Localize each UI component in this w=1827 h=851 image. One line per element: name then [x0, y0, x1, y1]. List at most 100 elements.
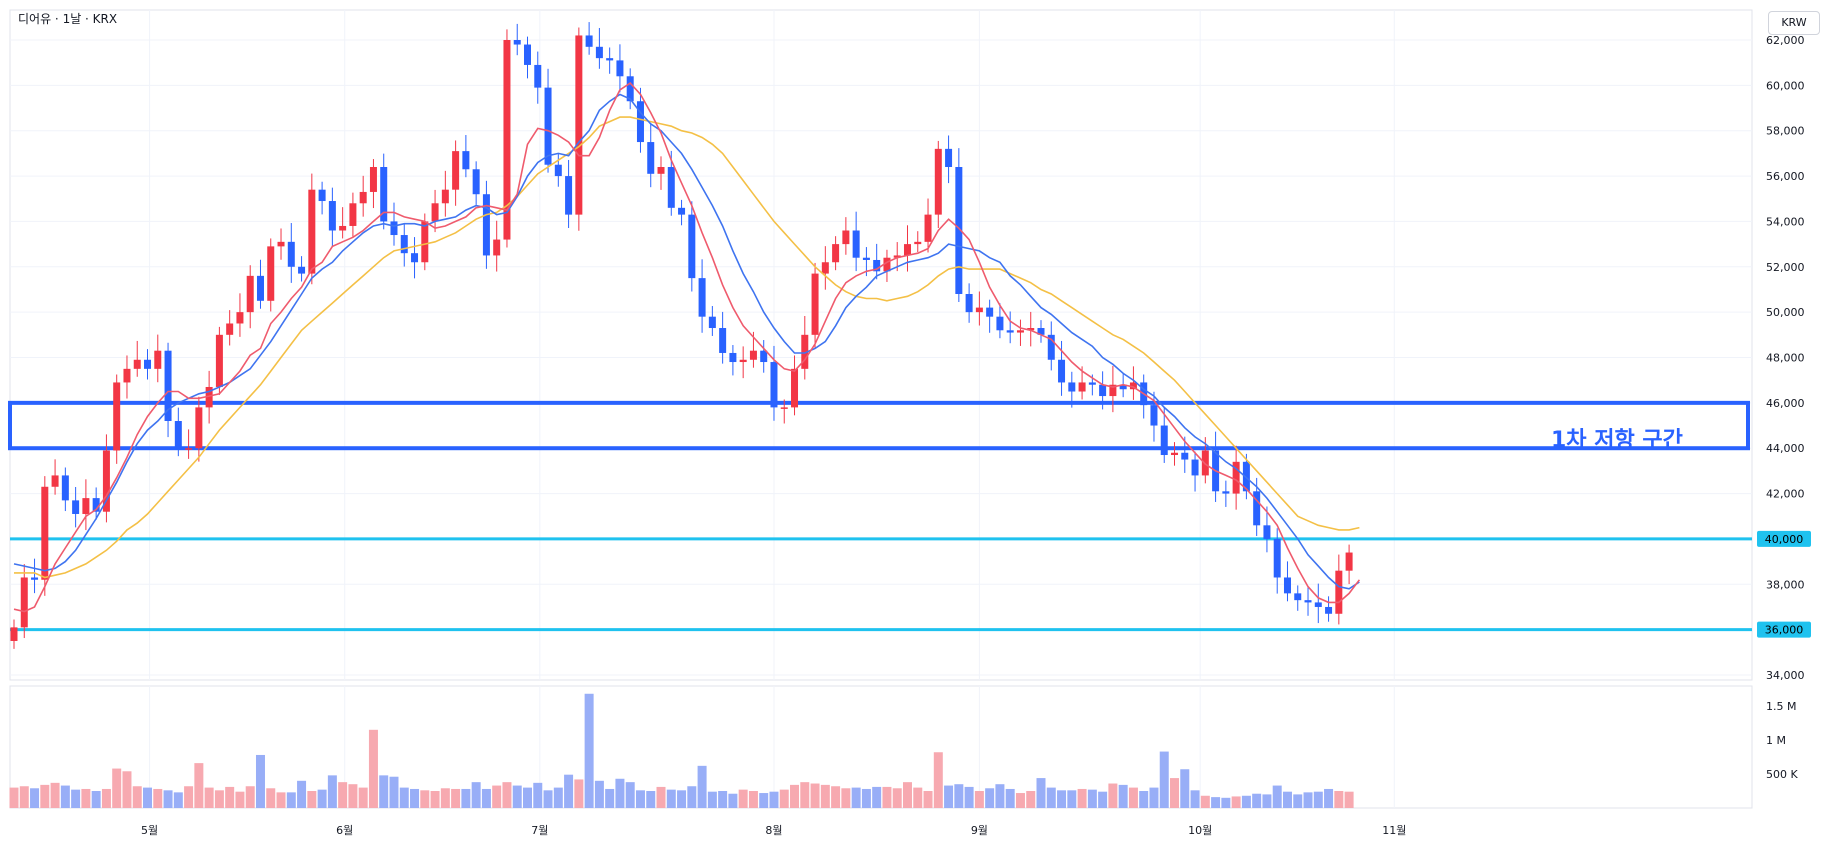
candle-body [883, 257, 891, 272]
candle-body [380, 167, 388, 222]
candle-body [359, 191, 367, 204]
candle-body [1191, 459, 1199, 476]
candle-body [411, 253, 419, 263]
candles [10, 22, 1353, 649]
volume-bar [297, 780, 307, 808]
candle-body [842, 230, 850, 245]
volume-bar [790, 784, 800, 808]
time-tick-label: 6월 [336, 824, 353, 837]
volume-bar [964, 786, 974, 808]
candle-body [20, 577, 28, 628]
volume-bar [594, 780, 604, 808]
volume-bar [143, 787, 153, 808]
candle-body [524, 44, 531, 65]
time-tick-label: 11월 [1382, 824, 1406, 837]
candle-body [256, 275, 264, 301]
volume-bar [707, 791, 717, 808]
candle-body [195, 407, 203, 449]
time-tick-label: 8월 [765, 824, 782, 837]
volume-bar [225, 786, 235, 808]
volume-bar [492, 785, 502, 808]
volume-bar [420, 790, 430, 808]
candle-body [893, 255, 901, 258]
candle-body [832, 244, 840, 263]
volume-tick-label: 1 M [1766, 734, 1786, 747]
candle-body [544, 87, 552, 165]
volume-bar [913, 787, 923, 808]
candle-body [1181, 452, 1189, 460]
volume-bar [1211, 797, 1221, 808]
candle-body [226, 323, 234, 335]
candle-body [1222, 491, 1230, 494]
candle-body [215, 334, 223, 387]
candle-body [678, 207, 686, 215]
time-tick-label: 10월 [1188, 824, 1212, 837]
volume-bar [748, 791, 758, 808]
volume-bar [440, 788, 450, 808]
ma-long-line [14, 116, 1360, 579]
candle-body [595, 46, 603, 59]
price-tick-label: 34,000 [1766, 669, 1805, 682]
resistance-zone [8, 400, 1750, 451]
volume-bar [851, 787, 861, 808]
volume-bar [1272, 785, 1282, 808]
candle-body [626, 76, 634, 102]
candle-body [452, 151, 460, 190]
candle-body [955, 167, 963, 294]
price-level-label: 40,000 [1765, 533, 1804, 546]
volume-bar [1036, 778, 1046, 808]
candle-body [585, 35, 593, 47]
volume-bar [214, 790, 224, 808]
price-tick-label: 44,000 [1766, 442, 1805, 455]
candle-body [801, 334, 809, 369]
volume-bar [1200, 795, 1210, 808]
time-tick-label: 5월 [141, 824, 158, 837]
candle-body [421, 221, 429, 263]
volume-bar [317, 789, 327, 808]
volume-bar [471, 782, 481, 808]
volume-bar [30, 788, 40, 808]
candle-body [698, 278, 706, 317]
candle-body [575, 35, 583, 215]
volume-bar [1324, 788, 1334, 808]
candle-body [339, 225, 347, 231]
volume-bar [481, 788, 491, 808]
volume-bar [1262, 794, 1272, 808]
price-level-badge [1757, 621, 1811, 638]
volume-bar [584, 693, 594, 808]
currency-button[interactable]: KRW [1768, 11, 1820, 35]
candle-body [1325, 606, 1333, 614]
time-tick-label: 7월 [531, 824, 548, 837]
candle-body [1335, 570, 1343, 614]
volume-bar [923, 791, 933, 808]
candle-body [369, 167, 377, 192]
volume-bar [564, 774, 574, 808]
candle-body [513, 40, 521, 45]
volume-bar [255, 754, 265, 808]
volume-bar [615, 778, 625, 808]
candle-body [1129, 382, 1137, 390]
candle-body [1068, 382, 1076, 392]
candle-body [102, 450, 110, 512]
candle-body [1027, 328, 1035, 331]
candle-body [287, 241, 295, 267]
candle-body [1006, 330, 1014, 333]
candle-body [51, 475, 59, 487]
volume-bar [60, 785, 70, 808]
candle-body [185, 448, 193, 450]
candle-body [277, 241, 285, 247]
volume-tick-label: 500 K [1766, 768, 1798, 781]
candle-body [986, 307, 994, 317]
volume-bar [697, 765, 707, 808]
volume-bar [718, 791, 728, 808]
candle-body [1242, 461, 1250, 492]
volume-bar [1170, 778, 1180, 808]
volume-bar [1046, 787, 1056, 808]
candle-body [41, 486, 49, 580]
volume-bar [738, 789, 748, 808]
volume-bar [389, 776, 399, 808]
candle-body [1283, 577, 1291, 594]
volume-bar [872, 786, 882, 808]
